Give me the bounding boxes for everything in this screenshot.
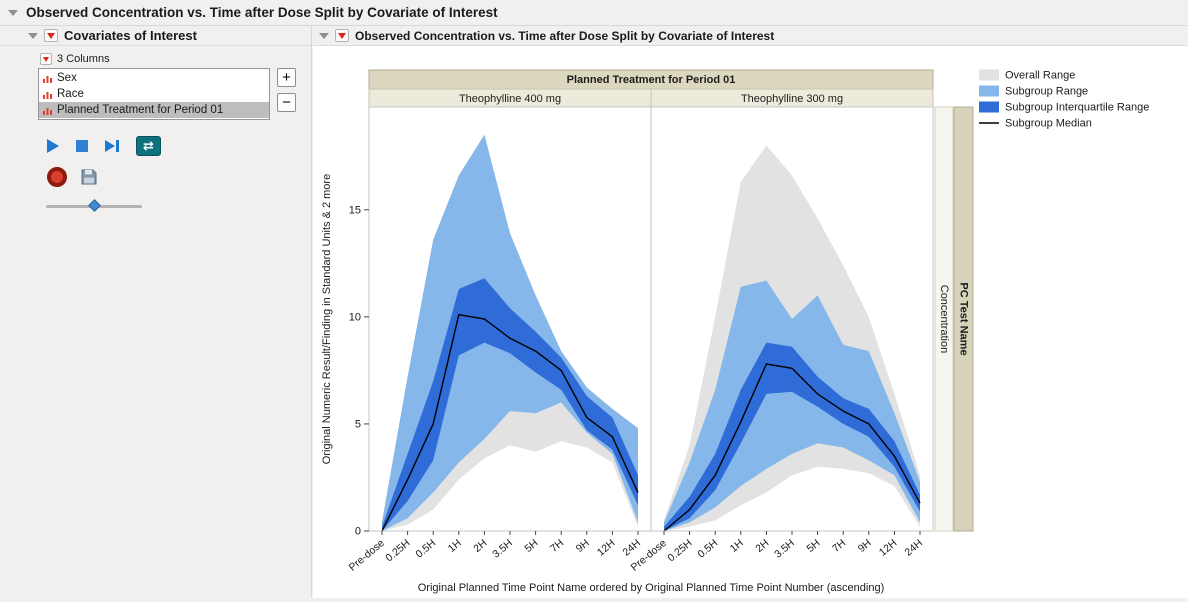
svg-text:Pre-dose: Pre-dose: [347, 537, 387, 574]
svg-text:5H: 5H: [805, 537, 823, 555]
svg-text:1H: 1H: [446, 537, 464, 555]
svg-text:Theophylline 400 mg: Theophylline 400 mg: [459, 93, 561, 105]
save-icon[interactable]: [81, 169, 97, 185]
loop-button[interactable]: ⇄: [136, 136, 161, 156]
svg-text:7H: 7H: [548, 537, 566, 555]
svg-text:2H: 2H: [753, 537, 771, 555]
svg-text:Planned Treatment for Period 0: Planned Treatment for Period 01: [567, 74, 736, 86]
svg-text:0.5H: 0.5H: [695, 537, 720, 560]
svg-text:24H: 24H: [902, 537, 924, 559]
report-header: Observed Concentration vs. Time after Do…: [313, 26, 1188, 46]
list-item-label: Sex: [57, 72, 77, 84]
disclosure-triangle[interactable]: [28, 32, 38, 39]
svg-text:1H: 1H: [728, 537, 746, 555]
columns-count-row: 3 Columns: [40, 53, 311, 65]
report-title: Observed Concentration vs. Time after Do…: [355, 28, 775, 43]
svg-text:0.25H: 0.25H: [665, 537, 694, 564]
svg-text:Subgroup Median: Subgroup Median: [1005, 118, 1092, 130]
disclosure-triangle[interactable]: [8, 9, 18, 16]
red-triangle-menu-icon[interactable]: [335, 29, 349, 42]
add-column-button[interactable]: +: [277, 68, 296, 87]
svg-text:Overall Range: Overall Range: [1005, 70, 1075, 82]
column-bars-icon: [43, 91, 52, 99]
window-title-bar: Observed Concentration vs. Time after Do…: [0, 0, 1188, 26]
remove-column-button[interactable]: −: [277, 93, 296, 112]
svg-text:10: 10: [349, 311, 361, 323]
list-item-label: Race: [57, 88, 84, 100]
speed-slider[interactable]: [46, 199, 142, 212]
report-panel: Observed Concentration vs. Time after Do…: [313, 26, 1188, 598]
svg-text:5H: 5H: [523, 537, 541, 555]
svg-text:12H: 12H: [595, 537, 617, 559]
covariates-panel: Covariates of Interest 3 Columns Sex Rac…: [0, 26, 312, 598]
columns-count-label: 3 Columns: [57, 53, 110, 65]
svg-text:0: 0: [355, 526, 361, 538]
svg-text:2H: 2H: [471, 537, 489, 555]
column-bars-icon: [43, 75, 52, 83]
record-button[interactable]: [47, 167, 67, 187]
svg-text:9H: 9H: [574, 537, 592, 555]
covariates-header: Covariates of Interest: [0, 26, 311, 46]
svg-text:Original Planned Time Point Na: Original Planned Time Point Name ordered…: [418, 582, 885, 594]
chart-area: Planned Treatment for Period 01 Theophyll…: [313, 46, 1188, 598]
svg-text:Subgroup Range: Subgroup Range: [1005, 86, 1088, 98]
list-item[interactable]: Race: [39, 86, 269, 102]
list-item[interactable]: Sex: [39, 70, 269, 86]
play-button[interactable]: [47, 139, 59, 153]
red-triangle-menu-icon[interactable]: [44, 29, 58, 42]
slider-thumb[interactable]: [88, 199, 101, 212]
disclosure-triangle[interactable]: [319, 32, 329, 39]
covariates-title: Covariates of Interest: [64, 28, 197, 43]
page-title: Observed Concentration vs. Time after Do…: [26, 5, 498, 20]
step-forward-button[interactable]: [105, 140, 119, 152]
svg-text:0.25H: 0.25H: [383, 537, 412, 564]
column-bars-icon: [43, 107, 52, 115]
svg-text:7H: 7H: [830, 537, 848, 555]
svg-text:Original Numeric Result/Findin: Original Numeric Result/Finding in Stand…: [321, 174, 333, 464]
svg-text:Theophylline 300 mg: Theophylline 300 mg: [741, 93, 843, 105]
svg-text:3.5H: 3.5H: [490, 537, 515, 560]
svg-text:3.5H: 3.5H: [772, 537, 797, 560]
svg-text:Concentration: Concentration: [938, 285, 950, 354]
red-triangle-menu-icon[interactable]: [40, 53, 52, 65]
svg-text:PC Test Name: PC Test Name: [958, 282, 970, 355]
svg-text:9H: 9H: [856, 537, 874, 555]
record-controls: [47, 167, 311, 187]
svg-text:15: 15: [349, 204, 361, 216]
svg-text:Subgroup Interquartile Range: Subgroup Interquartile Range: [1005, 102, 1149, 114]
list-item-selected[interactable]: Planned Treatment for Period 01: [39, 102, 269, 118]
concentration-band-chart[interactable]: Planned Treatment for Period 01 Theophyll…: [313, 46, 1188, 599]
svg-text:12H: 12H: [877, 537, 899, 559]
list-item-label: Planned Treatment for Period 01: [57, 104, 224, 116]
playback-controls: ⇄: [47, 136, 311, 156]
stop-button[interactable]: [76, 140, 88, 152]
svg-text:0.5H: 0.5H: [413, 537, 438, 560]
covariate-column-list[interactable]: Sex Race Planned Treatment for Period 01: [38, 68, 270, 120]
svg-text:5: 5: [355, 418, 361, 430]
